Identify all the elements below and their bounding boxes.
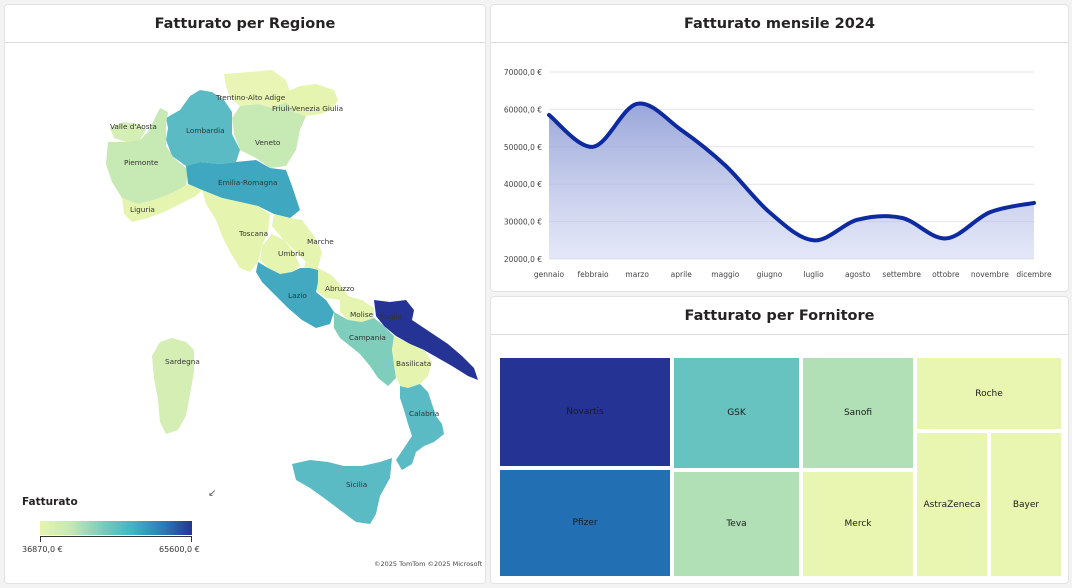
label-basilicata: Basilicata [396, 359, 431, 368]
treemap-title: Fatturato per Fornitore [491, 297, 1068, 335]
label-puglia: Puglia [380, 312, 402, 321]
tile-novartis[interactable]: Novartis [500, 358, 670, 466]
x-tick-label: settembre [882, 270, 921, 279]
legend-title: Fatturato [22, 496, 78, 508]
line-chart-area [549, 103, 1034, 259]
region-campania[interactable] [334, 312, 396, 386]
legend-min: 36870,0 € [22, 545, 63, 554]
region-trentino[interactable] [224, 70, 290, 108]
tile-astrazeneca[interactable]: AstraZeneca [917, 433, 987, 576]
label-trentino: Trentino-Alto Adige [215, 93, 286, 102]
legend-gradient [40, 521, 192, 535]
region-piemonte[interactable] [106, 108, 188, 204]
tile-pfizer[interactable]: Pfizer [500, 470, 670, 576]
region-lombardia[interactable] [166, 90, 240, 166]
tile-teva[interactable]: Teva [674, 472, 799, 576]
region-molise[interactable] [340, 296, 374, 322]
label-molise: Molise [350, 310, 374, 319]
y-tick-label: 20000,0 € [504, 255, 542, 264]
region-veneto[interactable] [232, 102, 306, 168]
x-tick-label: novembre [971, 270, 1009, 279]
label-sicilia: Sicilia [346, 480, 367, 489]
legend-max: 65600,0 € [159, 545, 200, 554]
label-emilia: Emilia-Romagna [218, 178, 277, 187]
treemap-card: Fatturato per Fornitore Novartis GSK San… [490, 296, 1069, 584]
region-valle-aosta[interactable] [110, 122, 146, 142]
label-veneto: Veneto [255, 138, 281, 147]
line-chart-card: Fatturato mensile 2024 20000,0 € 30000,0 … [490, 4, 1069, 292]
expand-arrow-icon[interactable]: ↙ [208, 488, 217, 499]
region-toscana[interactable] [202, 190, 270, 272]
tile-bayer[interactable]: Bayer [991, 433, 1061, 576]
label-umbria: Umbria [278, 249, 305, 258]
region-friuli[interactable] [286, 84, 338, 116]
tile-merck[interactable]: Merck [803, 472, 913, 576]
y-tick-label: 70000,0 € [504, 68, 542, 77]
y-tick-label: 40000,0 € [504, 180, 542, 189]
region-calabria[interactable] [396, 384, 444, 470]
x-tick-label: agosto [845, 270, 871, 279]
line-chart: 20000,0 € 30000,0 € 40000,0 € 50000,0 € 6000… [504, 68, 1052, 279]
region-marche[interactable] [272, 214, 322, 268]
x-tick-label: luglio [803, 270, 824, 279]
label-friuli: Friuli-Venezia Giulia [272, 104, 343, 113]
line-chart-series[interactable] [547, 101, 1036, 243]
label-marche: Marche [307, 237, 334, 246]
x-tick-label: maggio [711, 270, 740, 279]
label-sardegna: Sardegna [165, 357, 200, 366]
label-toscana: Toscana [238, 229, 268, 238]
region-emilia[interactable] [186, 160, 300, 218]
y-tick-label: 30000,0 € [504, 218, 542, 227]
x-tick-label: febbraio [578, 270, 610, 279]
x-tick-label: dicembre [1016, 270, 1052, 279]
x-tick-label: giugno [757, 270, 783, 279]
region-lazio[interactable] [256, 262, 334, 328]
region-umbria[interactable] [260, 234, 300, 274]
y-tick-label: 50000,0 € [504, 143, 542, 152]
label-abruzzo: Abruzzo [325, 284, 355, 293]
label-lazio: Lazio [288, 291, 307, 300]
tile-roche[interactable]: Roche [917, 358, 1061, 429]
line-chart-title: Fatturato mensile 2024 [491, 5, 1068, 43]
label-valle-aosta: Valle d'Aosta [110, 122, 157, 131]
legend-axis [40, 536, 192, 543]
map-copyright: ©2025 TomTom ©2025 Microsoft [374, 560, 483, 568]
y-tick-label: 60000,0 € [504, 105, 542, 114]
region-sardegna[interactable] [152, 338, 194, 434]
region-puglia[interactable] [374, 300, 478, 380]
label-campania: Campania [349, 333, 386, 342]
x-tick-label: ottobre [932, 270, 960, 279]
region-basilicata[interactable] [392, 336, 432, 388]
region-labels: Trentino-Alto Adige Friuli-Venezia Giuli… [110, 93, 439, 489]
tile-gsk[interactable]: GSK [674, 358, 799, 468]
label-liguria: Liguria [130, 205, 155, 214]
x-tick-label: marzo [625, 270, 649, 279]
map-title: Fatturato per Regione [5, 5, 485, 43]
tile-sanofi[interactable]: Sanofi [803, 358, 913, 468]
region-sicilia[interactable] [292, 458, 392, 524]
region-liguria[interactable] [122, 184, 202, 222]
label-lombardia: Lombardia [186, 126, 225, 135]
x-tick-label: aprile [671, 270, 693, 279]
label-calabria: Calabria [409, 409, 439, 418]
x-tick-label: gennaio [534, 270, 565, 279]
label-piemonte: Piemonte [124, 158, 159, 167]
